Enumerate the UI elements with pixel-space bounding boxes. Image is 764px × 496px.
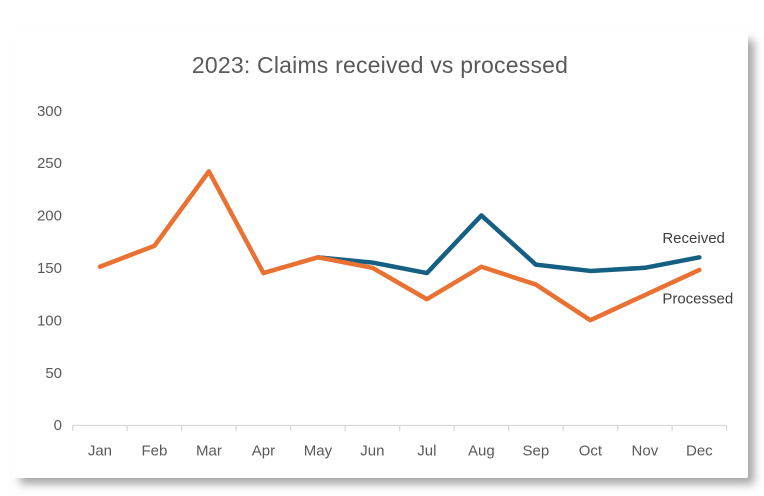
y-axis-label: 50: [45, 365, 62, 382]
chart-card: 2023: Claims received vs processed Jan Fe…: [12, 32, 748, 478]
x-axis-label: Dec: [686, 443, 713, 460]
series-line-processed: [97, 169, 702, 323]
y-axis-label: 150: [37, 260, 62, 277]
x-axis-label: Jun: [360, 443, 384, 460]
series-label-processed: Processed: [662, 290, 733, 307]
x-axis-label: Sep: [523, 443, 550, 460]
x-axis-label: May: [304, 443, 333, 460]
y-axis-label: 200: [37, 208, 62, 225]
chart-title: 2023: Claims received vs processed: [191, 52, 569, 78]
line-chart: Jan Feb Mar Apr May Jun Jul Aug Sep Oct Nov Dec 0 50 1…: [37, 103, 733, 460]
x-axis-label: Nov: [632, 443, 659, 460]
series-line-received: [315, 213, 702, 276]
x-axis-label: Aug: [468, 443, 495, 460]
y-axis-label: 0: [54, 417, 62, 434]
x-axis-label: Mar: [196, 443, 222, 460]
y-axis-label: 300: [37, 103, 62, 120]
x-axis-label: Apr: [252, 443, 275, 460]
series-label-received: Received: [662, 230, 725, 247]
x-axis-label: Feb: [142, 443, 168, 460]
x-axis-label: Oct: [579, 443, 603, 460]
x-axis-label: Jan: [88, 443, 112, 460]
x-axis-label: Jul: [417, 443, 436, 460]
y-axis-label: 250: [37, 155, 62, 172]
y-axis-label: 100: [37, 312, 62, 329]
